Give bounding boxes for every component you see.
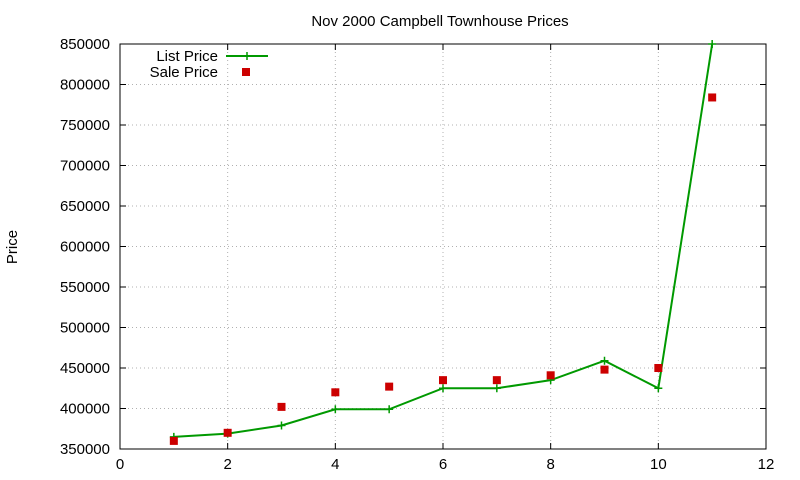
sale-price-point bbox=[546, 371, 555, 380]
series-layer bbox=[169, 40, 717, 445]
sale-price-point bbox=[708, 93, 717, 102]
y-axis-label: Price bbox=[4, 230, 21, 264]
sale-price-point bbox=[277, 402, 286, 411]
sale-price-point bbox=[600, 365, 609, 374]
y-tick-label: 650000 bbox=[60, 198, 110, 215]
y-tick-label: 750000 bbox=[60, 117, 110, 134]
y-tick-label: 500000 bbox=[60, 320, 110, 337]
x-tick-label: 8 bbox=[546, 456, 554, 473]
list-price-point bbox=[439, 384, 447, 393]
y-tick-label: 700000 bbox=[60, 158, 110, 175]
sale-price-point bbox=[385, 382, 394, 391]
list-price-point bbox=[708, 40, 717, 48]
sale-price-point bbox=[331, 388, 340, 397]
list-price-point bbox=[331, 405, 340, 414]
x-tick-label: 12 bbox=[758, 456, 775, 473]
legend-label: List Price bbox=[156, 48, 218, 65]
axis-ticks: 350000 400000 450000 500000 550000 600000 6500… bbox=[60, 36, 774, 473]
y-tick-label: 400000 bbox=[60, 401, 110, 418]
list-price-point bbox=[492, 384, 501, 393]
sale-price-point bbox=[223, 428, 232, 437]
list-price-point bbox=[600, 356, 609, 365]
x-tick-label: 4 bbox=[331, 456, 339, 473]
list-price-point bbox=[277, 421, 286, 430]
list-price-point bbox=[385, 405, 394, 414]
y-tick-label: 800000 bbox=[60, 77, 110, 94]
list-price-point bbox=[654, 384, 663, 393]
x-tick-label: 0 bbox=[116, 456, 124, 473]
y-tick-label: 350000 bbox=[60, 441, 110, 458]
chart-title: Nov 2000 Campbell Townhouse Prices bbox=[311, 13, 568, 30]
sale-price-point bbox=[492, 376, 501, 385]
x-tick-label: 6 bbox=[439, 456, 447, 473]
legend-swatch-square bbox=[242, 68, 250, 76]
y-tick-label: 450000 bbox=[60, 360, 110, 377]
sale-price-point bbox=[169, 436, 178, 445]
legend-label: Sale Price bbox=[150, 64, 218, 81]
y-tick-label: 550000 bbox=[60, 279, 110, 296]
y-tick-label: 600000 bbox=[60, 239, 110, 256]
x-tick-label: 2 bbox=[223, 456, 231, 473]
x-tick-label: 10 bbox=[650, 456, 667, 473]
series-2 bbox=[169, 93, 717, 445]
y-tick-label: 850000 bbox=[60, 36, 110, 53]
sale-price-point bbox=[439, 376, 447, 385]
sale-price-point bbox=[654, 364, 663, 372]
legend-swatch-marker bbox=[243, 52, 251, 60]
